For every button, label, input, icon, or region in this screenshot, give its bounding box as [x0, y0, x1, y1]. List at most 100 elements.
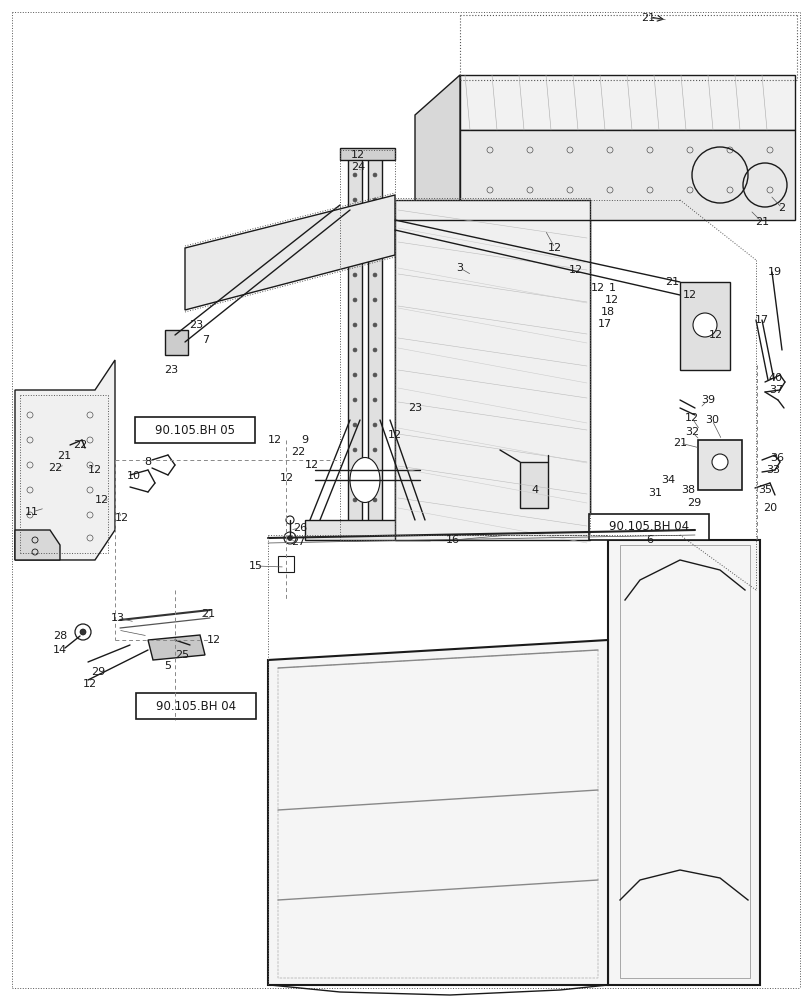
Circle shape	[353, 398, 357, 402]
Circle shape	[284, 532, 296, 544]
Text: 21: 21	[640, 13, 654, 23]
Text: 12: 12	[684, 413, 698, 423]
Circle shape	[372, 173, 376, 177]
Text: 16: 16	[445, 535, 460, 545]
Polygon shape	[697, 440, 741, 490]
Text: 26: 26	[293, 523, 307, 533]
Circle shape	[353, 373, 357, 377]
Text: 90.105.BH 05: 90.105.BH 05	[155, 424, 234, 436]
Text: 21: 21	[57, 451, 71, 461]
Polygon shape	[367, 155, 381, 530]
Text: 28: 28	[53, 631, 67, 641]
Text: 21: 21	[664, 277, 678, 287]
Text: 14: 14	[53, 645, 67, 655]
Circle shape	[75, 624, 91, 640]
Text: 17: 17	[597, 319, 611, 329]
Ellipse shape	[350, 458, 380, 502]
Circle shape	[353, 498, 357, 502]
Text: 2: 2	[778, 203, 784, 213]
Polygon shape	[348, 155, 362, 530]
Text: 12: 12	[88, 465, 102, 475]
Text: 4: 4	[530, 485, 538, 495]
Polygon shape	[268, 640, 607, 985]
Circle shape	[80, 629, 86, 635]
Text: 9: 9	[301, 435, 308, 445]
Text: 20: 20	[762, 503, 776, 513]
Circle shape	[372, 298, 376, 302]
Text: 12: 12	[115, 513, 129, 523]
Circle shape	[372, 473, 376, 477]
Polygon shape	[444, 262, 474, 288]
Text: 90.105.BH 04: 90.105.BH 04	[608, 520, 689, 534]
Circle shape	[353, 248, 357, 252]
Text: 27: 27	[290, 537, 305, 547]
Text: 23: 23	[189, 320, 203, 330]
Text: 34: 34	[660, 475, 674, 485]
Text: 6: 6	[646, 535, 653, 545]
Text: 10: 10	[127, 471, 141, 481]
Circle shape	[372, 348, 376, 352]
Text: 8: 8	[144, 457, 152, 467]
Circle shape	[353, 198, 357, 202]
Text: 90.105.BH 04: 90.105.BH 04	[156, 700, 236, 712]
Text: 29: 29	[91, 667, 105, 677]
FancyBboxPatch shape	[135, 693, 255, 719]
Circle shape	[692, 313, 716, 337]
Circle shape	[372, 248, 376, 252]
Polygon shape	[679, 282, 729, 370]
Text: 21: 21	[754, 217, 768, 227]
Circle shape	[372, 273, 376, 277]
Circle shape	[372, 323, 376, 327]
Text: 38: 38	[680, 485, 694, 495]
Text: 37: 37	[768, 385, 782, 395]
Text: 24: 24	[350, 162, 365, 172]
Bar	[277, 556, 294, 572]
Circle shape	[372, 198, 376, 202]
Circle shape	[353, 173, 357, 177]
Polygon shape	[519, 462, 547, 508]
Text: 32: 32	[684, 427, 698, 437]
Polygon shape	[305, 520, 430, 540]
Text: 35: 35	[757, 485, 771, 495]
Circle shape	[353, 423, 357, 427]
Polygon shape	[340, 148, 394, 160]
Text: 30: 30	[704, 415, 718, 425]
Circle shape	[353, 323, 357, 327]
Text: 11: 11	[25, 507, 39, 517]
Text: 33: 33	[765, 465, 779, 475]
Text: 12: 12	[590, 283, 604, 293]
Text: 3: 3	[456, 263, 463, 273]
Polygon shape	[148, 635, 204, 660]
Text: 12: 12	[95, 495, 109, 505]
Polygon shape	[185, 195, 394, 310]
Polygon shape	[414, 75, 460, 220]
Text: 39: 39	[700, 395, 714, 405]
Text: 12: 12	[569, 265, 582, 275]
Polygon shape	[607, 540, 759, 985]
Circle shape	[711, 454, 727, 470]
Text: 5: 5	[165, 661, 171, 671]
Polygon shape	[394, 220, 590, 540]
Text: 22: 22	[48, 463, 62, 473]
Text: 12: 12	[708, 330, 722, 340]
Text: 12: 12	[83, 679, 97, 689]
Text: 23: 23	[164, 365, 178, 375]
Circle shape	[182, 345, 188, 351]
Polygon shape	[165, 330, 188, 355]
Text: 13: 13	[111, 613, 125, 623]
Text: 18: 18	[600, 307, 614, 317]
Text: 31: 31	[647, 488, 661, 498]
Polygon shape	[460, 130, 794, 220]
Circle shape	[171, 336, 178, 344]
Circle shape	[353, 473, 357, 477]
Text: 25: 25	[174, 650, 189, 660]
FancyBboxPatch shape	[135, 417, 255, 443]
Circle shape	[372, 223, 376, 227]
Polygon shape	[394, 200, 590, 530]
Circle shape	[353, 273, 357, 277]
Circle shape	[353, 298, 357, 302]
Text: 40: 40	[768, 373, 782, 383]
Text: 15: 15	[249, 561, 263, 571]
Text: 17: 17	[754, 315, 768, 325]
Circle shape	[372, 398, 376, 402]
